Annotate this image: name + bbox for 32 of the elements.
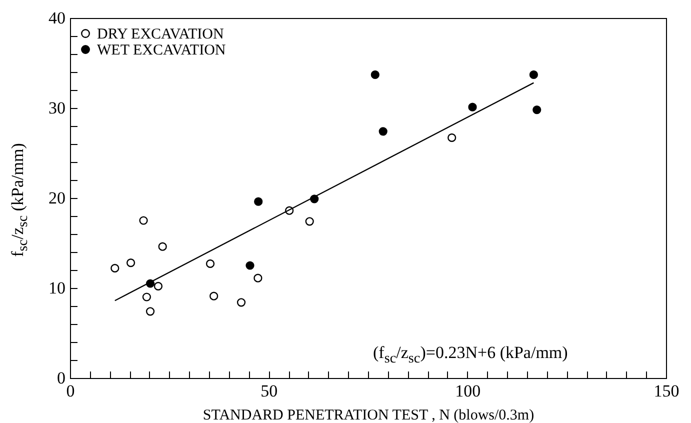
x-tick-label: 150: [654, 382, 680, 400]
x-axis-title: STANDARD PENETRATION TEST , N (blows/0.3m): [202, 408, 534, 423]
y-tick-label: 0: [57, 368, 66, 388]
point: [142, 292, 151, 302]
point: [210, 292, 218, 300]
point: [370, 70, 380, 79]
y-tick-label: 20: [48, 188, 66, 208]
point: [154, 282, 163, 290]
point: [110, 264, 120, 272]
y-tick-label: 40: [48, 8, 66, 28]
point: [532, 106, 542, 114]
y-tick-label: 10: [48, 278, 66, 298]
annotation: (f$_{sc}$/z$_{sc}$)=0.23N+6 (kPa/mm): [373, 343, 568, 368]
y-tick-label: 30: [48, 98, 66, 118]
x-tick-label: 100: [455, 382, 481, 400]
point: [305, 217, 314, 226]
point: [254, 197, 263, 206]
legend-label: DRY EXCAVATION: [97, 26, 224, 42]
x-tick-label: 50: [260, 382, 278, 400]
point: [529, 70, 538, 79]
point: [448, 133, 456, 142]
point: [254, 274, 262, 282]
point: [236, 298, 246, 307]
point: [246, 261, 254, 270]
point: [468, 102, 477, 112]
point: [206, 259, 215, 268]
legend-label: WET EXCAVATION: [97, 42, 226, 58]
point: [158, 242, 167, 251]
point: [139, 216, 148, 225]
point: [146, 307, 155, 316]
point: [126, 258, 136, 268]
point: [378, 127, 388, 136]
